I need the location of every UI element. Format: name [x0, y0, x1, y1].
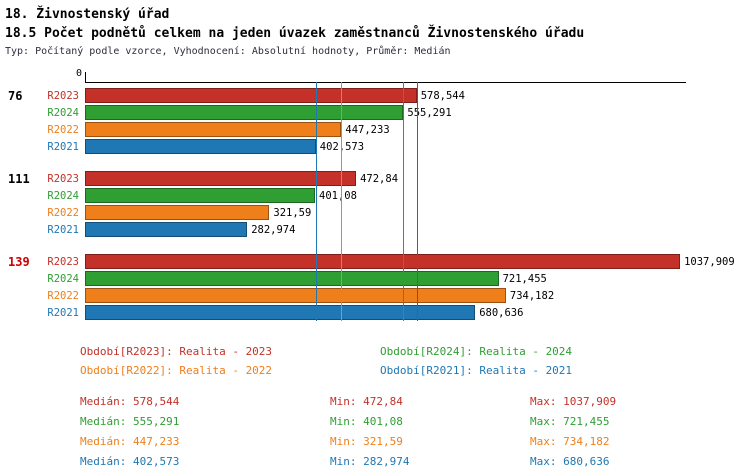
- series-label: R2023: [47, 89, 79, 102]
- bar-value-label: 578,544: [420, 89, 465, 102]
- bar-row: R2022 447,233: [0, 121, 750, 138]
- bar[interactable]: [85, 305, 476, 320]
- bar-row: R2024 555,291: [0, 104, 750, 121]
- bar-group: 76 R2023 578,544 R2024 555,291 R2022 447…: [0, 87, 750, 155]
- bar[interactable]: [85, 105, 404, 120]
- bar-value-label: 321,59: [273, 206, 312, 219]
- group-id-label: 111: [8, 171, 30, 186]
- bar[interactable]: [85, 188, 315, 203]
- bar-row: R2024 401,08: [0, 187, 750, 204]
- stat-min: Min: 321,59: [330, 435, 403, 448]
- bar-value-label: 282,974: [251, 223, 296, 236]
- median-line-r2021: [316, 82, 317, 321]
- stat-min: Min: 282,974: [330, 455, 410, 468]
- bar-row: R2021 680,636: [0, 304, 750, 321]
- group-id-label: 139: [8, 254, 30, 269]
- x-axis-zero-label: 0: [75, 68, 82, 79]
- bar-row: 76 R2023 578,544: [0, 87, 750, 104]
- bar-value-label: 680,636: [479, 306, 524, 319]
- chart-subtitle: 18.5 Počet podnětů celkem na jeden úvaze…: [5, 26, 585, 41]
- stat-median: Medián: 555,291: [80, 415, 180, 428]
- series-label: R2021: [47, 306, 79, 319]
- bar-group: 139 R2023 1037,909 R2024 721,455 R2022 7…: [0, 253, 750, 321]
- bar-value-label: 401,08: [319, 189, 357, 202]
- bar-row: 111 R2023 472,84: [0, 170, 750, 187]
- stats: Medián: 578,544 Min: 472,84 Max: 1037,90…: [80, 395, 750, 469]
- series-label: R2021: [47, 223, 79, 236]
- bar-row: 139 R2023 1037,909: [0, 253, 750, 270]
- series-label: R2024: [47, 189, 79, 202]
- bar-row: R2022 321,59: [0, 204, 750, 221]
- bar-group: 111 R2023 472,84 R2024 401,08 R2022 321,…: [0, 170, 750, 238]
- bar[interactable]: [85, 122, 342, 137]
- bar-row: R2021 282,974: [0, 221, 750, 238]
- stat-median: Medián: 447,233: [80, 435, 180, 448]
- stat-max: Max: 734,182: [530, 435, 610, 448]
- median-line-r2024: [403, 82, 404, 321]
- bar-row: R2024 721,455: [0, 270, 750, 287]
- x-axis-line: [85, 82, 686, 83]
- stat-median: Medián: 402,573: [80, 455, 180, 468]
- series-label: R2023: [47, 255, 79, 268]
- bar-value-label: 734,182: [509, 289, 555, 302]
- x-axis-tick: [85, 72, 86, 82]
- series-label: R2022: [47, 206, 79, 219]
- bar-value-label: 1037,909: [684, 255, 735, 268]
- legend-item: Období[R2021]: Realita - 2021: [380, 364, 573, 377]
- bar-chart: 0 76 R2023 578,544 R2024 555,291 R2022: [0, 67, 750, 325]
- bar-row: R2022 734,182: [0, 287, 750, 304]
- series-label: R2021: [47, 140, 79, 153]
- legend-item: Období[R2023]: Realita - 2023: [80, 345, 273, 358]
- stat-max: Max: 1037,909: [530, 395, 617, 408]
- bar[interactable]: [85, 139, 316, 154]
- stat-min: Min: 401,08: [330, 415, 403, 428]
- bar-value-label: 472,84: [360, 172, 399, 185]
- legend-item: Období[R2022]: Realita - 2022: [80, 364, 273, 377]
- header: 18. Živnostenský úřad 18.5 Počet podnětů…: [0, 0, 750, 59]
- chart-rows: 76 R2023 578,544 R2024 555,291 R2022 447…: [0, 87, 750, 336]
- bar[interactable]: [85, 271, 499, 286]
- group-id-label: 76: [8, 88, 23, 103]
- median-line-r2022: [341, 82, 342, 321]
- stat-min: Min: 472,84: [330, 395, 403, 408]
- stat-max: Max: 721,455: [530, 415, 610, 428]
- series-label: R2022: [47, 289, 79, 302]
- bar[interactable]: [85, 88, 417, 103]
- series-label: R2023: [47, 172, 79, 185]
- bar-value-label: 721,455: [502, 272, 547, 285]
- stat-median: Medián: 578,544: [80, 395, 180, 408]
- series-label: R2022: [47, 123, 79, 136]
- series-label: R2024: [47, 106, 79, 119]
- chart-meta: Typ: Počítaný podle vzorce, Vyhodnocení:…: [5, 46, 451, 57]
- bar-value-label: 447,233: [345, 123, 390, 136]
- legend-item: Období[R2024]: Realita - 2024: [380, 345, 573, 358]
- bar-value-label: 555,291: [407, 106, 452, 119]
- bar[interactable]: [85, 288, 506, 303]
- bar[interactable]: [85, 205, 270, 220]
- bar[interactable]: [85, 254, 681, 269]
- series-label: R2024: [47, 272, 79, 285]
- stat-max: Max: 680,636: [530, 455, 610, 468]
- bar-row: R2021 402,573: [0, 138, 750, 155]
- bar[interactable]: [85, 222, 248, 237]
- bar[interactable]: [85, 171, 357, 186]
- legend: Období[R2023]: Realita - 2023 Období[R20…: [80, 344, 750, 378]
- page-title: 18. Živnostenský úřad: [5, 7, 170, 22]
- median-line-r2023: [417, 82, 418, 321]
